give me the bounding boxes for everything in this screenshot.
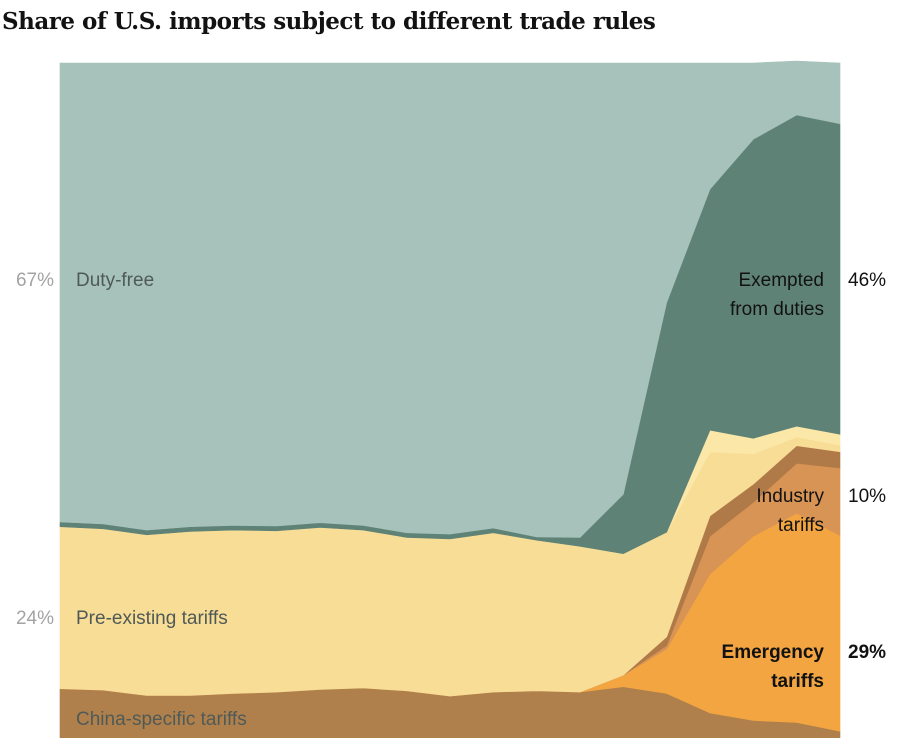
left-value-dutyfree: 67% [16, 270, 54, 291]
right-label-industry-line1: Industry [756, 486, 824, 507]
left-label-dutyfree: Duty-free [76, 270, 154, 291]
chart-labels: Duty-free 67% Pre-existing tariffs 24% China… [16, 270, 886, 730]
area-layers [59, 60, 841, 738]
right-label-emergency-line1: Emergency [722, 642, 825, 663]
chart-title: Share of U.S. imports subject to differe… [2, 8, 656, 35]
left-value-preexisting: 24% [16, 608, 54, 629]
area-dutyfree [59, 60, 841, 538]
left-label-china: China-specific tariffs [76, 709, 247, 730]
right-label-emergency-line2: tariffs [771, 671, 824, 692]
right-value-industry: 10% [848, 486, 886, 507]
right-value-emergency: 29% [848, 642, 886, 663]
right-label-exempted-line1: Exempted [738, 270, 824, 291]
right-label-industry-line2: tariffs [778, 515, 824, 536]
left-label-preexisting: Pre-existing tariffs [76, 608, 228, 629]
right-label-exempted-line2: from duties [730, 299, 824, 320]
right-value-exempted: 46% [848, 270, 886, 291]
